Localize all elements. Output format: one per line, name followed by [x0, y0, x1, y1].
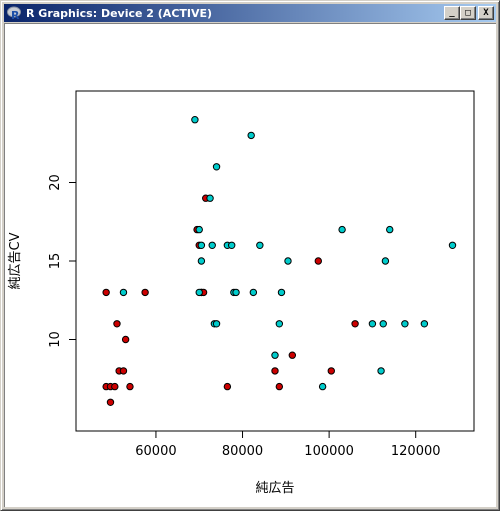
cyan-data-point — [208, 241, 216, 250]
red-data-point — [275, 382, 284, 391]
cyan-data-point — [448, 241, 457, 250]
red-data-point — [141, 288, 149, 297]
cyan-data-point — [119, 288, 128, 297]
x-axis: 60000 80000 100000 120000 — [135, 430, 441, 459]
x-axis-label: 純広告 — [255, 481, 294, 496]
minimize-button[interactable]: _ — [444, 6, 460, 20]
y-tick-label: 10 — [48, 331, 63, 348]
y-tick-label: 15 — [48, 253, 63, 270]
red-data-point — [119, 367, 128, 375]
scatter-plot: 60000 80000 100000 120000 10 15 20 純広告 純広告CV — [8, 90, 475, 496]
title-bar[interactable]: R R Graphics: Device 2 (ACTIVE) _ □ X — [4, 4, 496, 22]
close-button[interactable]: X — [478, 6, 494, 20]
cyan-data-point — [249, 288, 258, 297]
plot-area: 60000 80000 100000 120000 10 15 20 純広告 純広告CV — [4, 23, 496, 507]
y-tick-label: 20 — [48, 174, 63, 191]
cyan-data-point — [420, 320, 429, 328]
x-tick-label: 80000 — [222, 444, 263, 459]
cyan-data-point — [232, 288, 240, 297]
red-data-point — [223, 382, 232, 391]
red-data-point — [106, 398, 115, 406]
cyan-data-point — [197, 257, 206, 265]
svg-text:R: R — [11, 9, 20, 20]
red-data-point — [288, 351, 297, 359]
red-data-point — [113, 320, 121, 328]
cyan-data-point — [381, 257, 390, 265]
cyan-data-point — [195, 225, 203, 234]
cyan-data-point — [318, 382, 327, 391]
cyan-data-point — [212, 320, 221, 328]
cyan-data-point — [368, 320, 377, 328]
x-tick-label: 120000 — [391, 444, 441, 459]
cyan-data-point — [379, 320, 387, 328]
red-data-point — [126, 382, 134, 391]
r-logo-icon: R — [6, 5, 22, 21]
window-title: R Graphics: Device 2 (ACTIVE) — [26, 6, 213, 20]
y-axis: 10 15 20 — [48, 174, 77, 348]
window-controls: _ □ X — [444, 6, 494, 20]
cyan-data-point — [284, 257, 292, 265]
x-tick-label: 60000 — [135, 444, 176, 459]
red-data-point — [111, 382, 119, 391]
cyan-data-point — [338, 225, 346, 234]
cyan-data-point — [206, 194, 214, 202]
red-data-point — [327, 367, 335, 375]
red-data-point — [351, 320, 359, 328]
cyan-data-point — [277, 288, 286, 297]
red-data-point — [121, 335, 130, 344]
maximize-button[interactable]: □ — [460, 6, 476, 20]
cyan-data-point — [275, 320, 284, 328]
cyan-data-point — [377, 367, 385, 375]
cyan-data-point — [247, 131, 255, 140]
x-tick-label: 100000 — [304, 444, 354, 459]
cyan-data-point — [212, 163, 221, 171]
cyan-data-point — [271, 351, 279, 359]
cyan-data-point — [191, 116, 199, 124]
red-data-point — [314, 257, 322, 265]
plot-frame — [75, 90, 475, 432]
red-data-point — [271, 367, 279, 375]
data-points — [102, 116, 457, 406]
cyan-data-point — [401, 320, 409, 328]
cyan-data-point — [195, 288, 203, 297]
cyan-data-point — [256, 241, 264, 250]
cyan-data-point — [228, 241, 236, 250]
red-data-point — [102, 288, 110, 297]
cyan-data-point — [386, 225, 394, 234]
y-axis-label: 純広告CV — [8, 232, 23, 289]
cyan-data-point — [197, 241, 206, 250]
